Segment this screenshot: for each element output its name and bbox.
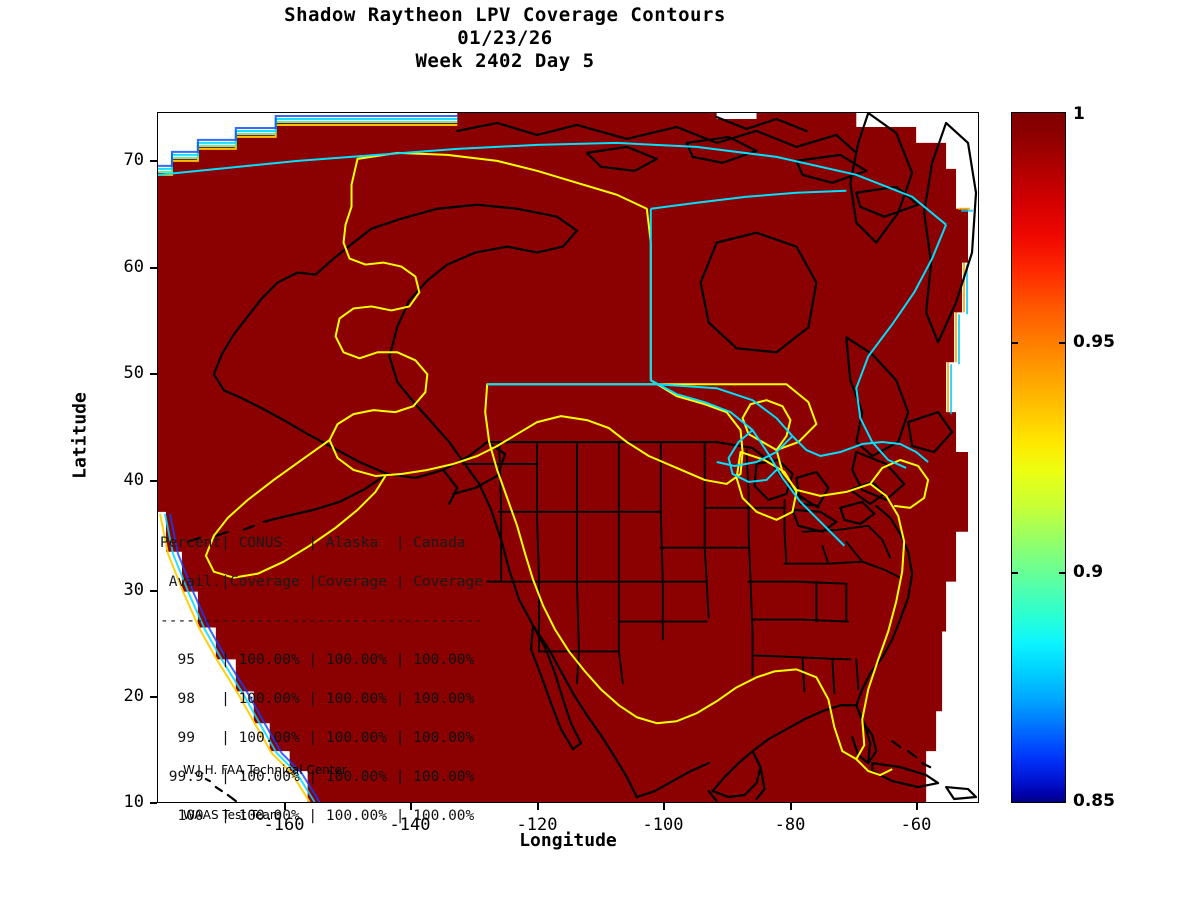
ytick-label-70: 70 <box>123 150 144 170</box>
stats-header-row-1: Percent| CONUS | Alaska | Canada <box>160 534 466 551</box>
coverage-edge-contour-fringe-ne <box>947 207 974 415</box>
ytick-label-40: 40 <box>123 470 144 490</box>
conus-boundary-polygon <box>484 383 906 761</box>
ytick-label-10: 10 <box>123 792 144 812</box>
coverage-region-fill <box>158 113 969 802</box>
ytick-mark-20 <box>150 696 157 698</box>
xtick-label-n80: -80 <box>774 815 806 835</box>
xtick-mark-n160 <box>284 803 286 810</box>
x-axis-title: Longitude <box>519 830 617 851</box>
xtick-label-n160: -160 <box>263 815 305 835</box>
colorbar-label-095: 0.95 <box>1073 332 1115 352</box>
colorbar-tick-mark-09 <box>1011 572 1018 574</box>
coverage-stats-table: Percent| CONUS | Alaska | Canada Avail.|… <box>160 514 483 846</box>
xtick-label-n120: -120 <box>516 815 558 835</box>
credit-line-2: WAAS Test Team <box>183 808 282 822</box>
xtick-mark-n140 <box>410 803 412 810</box>
colorbar-tick-mark-09-r <box>1059 572 1066 574</box>
coverage-map <box>158 113 978 802</box>
colorbar-gradient <box>1011 112 1066 803</box>
coverage-edge-contour-fringe-sw <box>159 513 321 802</box>
colorbar-tick-mark-095-r <box>1059 342 1066 344</box>
stats-row-99-9: 99.9 | 100.00% | 100.00% | 100.00% <box>160 768 475 785</box>
coverage-edge-contour-fringe <box>158 114 458 176</box>
xtick-label-n140: -140 <box>389 815 431 835</box>
stats-header-row-2: Avail.|Coverage |Coverage | Coverage <box>160 573 484 590</box>
title-line-2: 01/23/26 <box>457 27 553 49</box>
coastlines-and-borders <box>186 113 978 802</box>
canada-boundary <box>158 141 948 547</box>
stats-row-95: 95 | 100.00% | 100.00% | 100.00% <box>160 651 475 668</box>
title-line-1: Shadow Raytheon LPV Coverage Contours <box>284 4 726 26</box>
y-axis-title: Latitude <box>69 392 91 479</box>
xtick-mark-n80 <box>790 803 792 810</box>
canada-boundary-polygon <box>158 141 947 226</box>
ytick-label-30: 30 <box>123 580 144 600</box>
xtick-mark-n100 <box>663 803 665 810</box>
ytick-mark-40 <box>150 480 157 482</box>
ytick-label-50: 50 <box>123 363 144 383</box>
xtick-mark-n120 <box>537 803 539 810</box>
ytick-label-60: 60 <box>123 257 144 277</box>
xtick-mark-n60 <box>916 803 918 810</box>
ytick-mark-60 <box>150 267 157 269</box>
ytick-label-20: 20 <box>123 686 144 706</box>
colorbar-label-09: 0.9 <box>1073 562 1104 582</box>
xtick-label-n100: -100 <box>642 815 684 835</box>
chart-title: Shadow Raytheon LPV Coverage Contours 01… <box>0 4 1010 73</box>
ytick-mark-10 <box>150 802 157 804</box>
colorbar-label-1: 1 <box>1073 104 1085 124</box>
title-line-3: Week 2402 Day 5 <box>415 50 595 72</box>
ytick-mark-70 <box>150 160 157 162</box>
credit-block: W.J.H. FAA Technical Center WAAS Test Te… <box>183 733 347 838</box>
colorbar-label-085: 0.85 <box>1073 791 1115 811</box>
stats-row-99: 99 | 100.00% | 100.00% | 100.00% <box>160 729 475 746</box>
ytick-mark-30 <box>150 590 157 592</box>
colorbar-container: 1 0.95 0.9 0.85 <box>1011 104 1115 811</box>
colorbar-tick-mark-095 <box>1011 342 1018 344</box>
xtick-label-n60: -60 <box>900 815 932 835</box>
stats-separator: ------------------------------------- <box>160 612 484 629</box>
stats-row-100: 100 | 100.00% | 100.00% | 100.00% <box>160 807 475 824</box>
credit-line-1: W.J.H. FAA Technical Center <box>183 763 347 777</box>
stats-row-98: 98 | 100.00% | 100.00% | 100.00% <box>160 690 475 707</box>
map-plot-area <box>157 112 979 803</box>
ytick-mark-50 <box>150 373 157 375</box>
